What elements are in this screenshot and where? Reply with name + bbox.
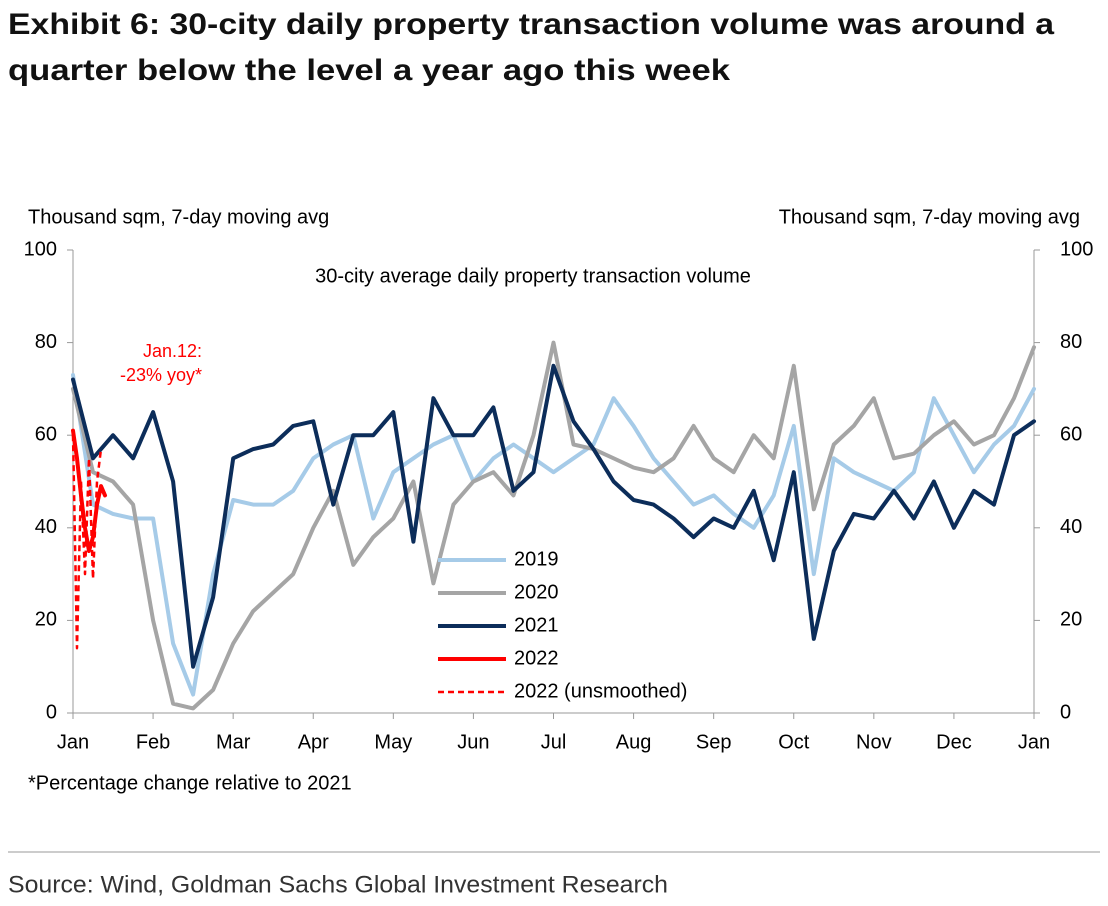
y-tick-label: 40 xyxy=(35,516,57,538)
y-tick-label: 60 xyxy=(35,423,57,445)
x-tick-label: Oct xyxy=(778,731,810,753)
x-tick-label: Feb xyxy=(136,731,170,753)
y-tick-label: 0 xyxy=(46,701,57,723)
series-line xyxy=(71,435,103,650)
legend-label: 2022 xyxy=(514,647,559,669)
x-tick-label: Jul xyxy=(541,731,567,753)
y2-tick-label: 80 xyxy=(1060,331,1082,353)
annotation: -23% yoy* xyxy=(120,365,202,385)
x-tick-label: Jan xyxy=(57,731,89,753)
y2-tick-label: 40 xyxy=(1060,516,1082,538)
legend-label: 2020 xyxy=(514,581,559,603)
x-tick-label: Jan xyxy=(1018,731,1050,753)
series-line xyxy=(71,428,107,553)
x-tick-label: Mar xyxy=(216,731,251,753)
annotation: Jan.12: xyxy=(143,341,202,361)
series-line xyxy=(71,363,1036,669)
x-tick-label: Apr xyxy=(298,731,329,753)
y2-axis-label: Thousand sqm, 7-day moving avg xyxy=(779,206,1080,228)
series-line xyxy=(71,340,1036,711)
y2-tick-label: 60 xyxy=(1060,423,1082,445)
x-tick-label: Dec xyxy=(936,731,972,753)
legend-label: 2021 xyxy=(514,614,559,636)
y-tick-label: 80 xyxy=(35,331,57,353)
x-tick-label: May xyxy=(374,731,412,753)
chart-subtitle: 30-city average daily property transacti… xyxy=(315,265,751,287)
y-tick-label: 100 xyxy=(24,238,57,260)
y2-tick-label: 20 xyxy=(1060,609,1082,631)
y-axis-label: Thousand sqm, 7-day moving avg xyxy=(28,206,329,228)
legend-label: 2019 xyxy=(514,548,559,570)
y2-tick-label: 0 xyxy=(1060,701,1071,723)
title-line: Exhibit 6: 30-city daily property transa… xyxy=(8,8,1054,41)
x-tick-label: Jun xyxy=(457,731,489,753)
series-line xyxy=(71,373,1036,697)
y-tick-label: 20 xyxy=(35,609,57,631)
x-tick-label: Nov xyxy=(856,731,892,753)
x-tick-label: Aug xyxy=(616,731,652,753)
title-line: quarter below the level a year ago this … xyxy=(8,54,730,87)
y2-tick-label: 100 xyxy=(1060,238,1093,260)
source: Source: Wind, Goldman Sachs Global Inves… xyxy=(8,871,668,898)
x-tick-label: Sep xyxy=(696,731,732,753)
footnote: *Percentage change relative to 2021 xyxy=(28,772,352,794)
legend-label: 2022 (unsmoothed) xyxy=(514,680,687,702)
